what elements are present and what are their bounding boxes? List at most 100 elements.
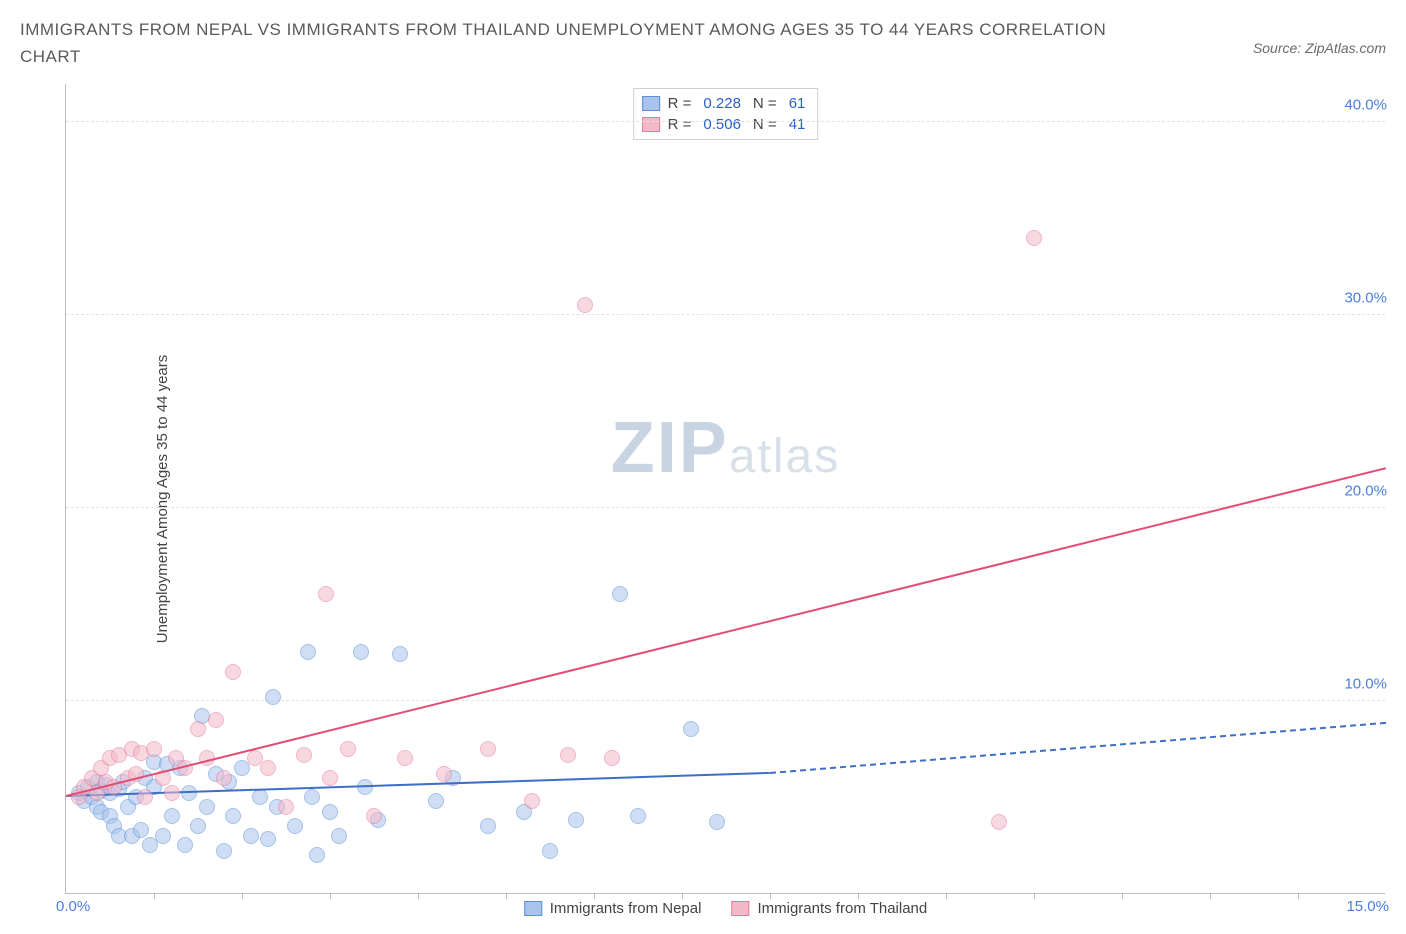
legend-r-value: 0.506: [699, 116, 745, 133]
y-tick-label: 20.0%: [1338, 482, 1387, 499]
y-tick-label: 10.0%: [1338, 675, 1387, 692]
gridline: [66, 700, 1385, 701]
source-attribution: Source: ZipAtlas.com: [1253, 16, 1386, 56]
legend-r-value: 0.228: [699, 95, 745, 112]
data-point-nepal: [287, 818, 303, 834]
legend-item-thailand: Immigrants from Thailand: [731, 900, 927, 917]
legend-series: Immigrants from Nepal Immigrants from Tha…: [524, 900, 928, 917]
data-point-nepal: [199, 799, 215, 815]
data-point-thailand: [260, 760, 276, 776]
legend-swatch: [731, 901, 749, 916]
data-point-thailand: [366, 808, 382, 824]
data-point-thailand: [164, 785, 180, 801]
legend-n-value: 61: [785, 95, 810, 112]
data-point-nepal: [190, 818, 206, 834]
data-point-thailand: [524, 793, 540, 809]
data-point-thailand: [146, 741, 162, 757]
legend-item-nepal: Immigrants from Nepal: [524, 900, 702, 917]
legend-correlation: R =0.228N =61R =0.506N =41: [633, 88, 819, 140]
data-point-thailand: [318, 586, 334, 602]
data-point-thailand: [278, 799, 294, 815]
data-point-nepal: [260, 831, 276, 847]
data-point-thailand: [137, 789, 153, 805]
gridline: [66, 121, 1385, 122]
x-tick: [946, 893, 947, 899]
x-tick: [682, 893, 683, 899]
gridline: [66, 314, 1385, 315]
x-tick: [1210, 893, 1211, 899]
data-point-thailand: [577, 297, 593, 313]
x-max-label: 15.0%: [1346, 898, 1389, 915]
data-point-thailand: [1026, 230, 1042, 246]
data-point-nepal: [164, 808, 180, 824]
plot-area: ZIPatlas R =0.228N =61R =0.506N =41 0.0%…: [65, 84, 1385, 894]
data-point-thailand: [560, 747, 576, 763]
x-tick: [1122, 893, 1123, 899]
data-point-nepal: [353, 644, 369, 660]
legend-swatch: [524, 901, 542, 916]
data-point-nepal: [133, 822, 149, 838]
x-tick: [594, 893, 595, 899]
x-tick: [506, 893, 507, 899]
x-tick: [770, 893, 771, 899]
data-point-nepal: [683, 721, 699, 737]
data-point-nepal: [480, 818, 496, 834]
legend-r-label: R =: [668, 116, 692, 133]
data-point-thailand: [190, 721, 206, 737]
legend-series-name: Immigrants from Thailand: [757, 900, 927, 917]
data-point-thailand: [480, 741, 496, 757]
y-tick-label: 30.0%: [1338, 289, 1387, 306]
legend-swatch: [642, 117, 660, 132]
x-tick: [242, 893, 243, 899]
data-point-thailand: [340, 741, 356, 757]
data-point-thailand: [225, 664, 241, 680]
x-origin-label: 0.0%: [56, 898, 90, 915]
data-point-nepal: [428, 793, 444, 809]
x-tick: [418, 893, 419, 899]
data-point-nepal: [568, 812, 584, 828]
data-point-nepal: [243, 828, 259, 844]
legend-r-label: R =: [668, 95, 692, 112]
legend-swatch: [642, 96, 660, 111]
data-point-thailand: [322, 770, 338, 786]
scatter-chart: Unemployment Among Ages 35 to 44 years Z…: [10, 74, 1396, 924]
x-tick: [154, 893, 155, 899]
trend-line-nepal: [770, 722, 1386, 774]
data-point-nepal: [542, 843, 558, 859]
data-point-thailand: [208, 712, 224, 728]
legend-n-label: N =: [753, 95, 777, 112]
data-point-nepal: [225, 808, 241, 824]
data-point-nepal: [300, 644, 316, 660]
trend-line-thailand: [66, 467, 1386, 797]
data-point-nepal: [612, 586, 628, 602]
data-point-nepal: [252, 789, 268, 805]
data-point-nepal: [630, 808, 646, 824]
data-point-nepal: [155, 828, 171, 844]
data-point-thailand: [296, 747, 312, 763]
data-point-thailand: [397, 750, 413, 766]
data-point-nepal: [392, 646, 408, 662]
gridline: [66, 507, 1385, 508]
data-point-nepal: [177, 837, 193, 853]
data-point-thailand: [991, 814, 1007, 830]
x-tick: [1034, 893, 1035, 899]
data-point-nepal: [309, 847, 325, 863]
x-tick: [1298, 893, 1299, 899]
data-point-nepal: [322, 804, 338, 820]
legend-row-nepal: R = 0.228 N = 61: [642, 93, 810, 114]
data-point-nepal: [304, 789, 320, 805]
legend-n-label: N =: [753, 116, 777, 133]
data-point-thailand: [604, 750, 620, 766]
data-point-nepal: [265, 689, 281, 705]
legend-series-name: Immigrants from Nepal: [550, 900, 702, 917]
y-tick-label: 40.0%: [1338, 96, 1387, 113]
x-tick: [858, 893, 859, 899]
watermark: ZIPatlas: [611, 407, 840, 489]
data-point-nepal: [331, 828, 347, 844]
legend-row-thailand: R =0.506N =41: [642, 114, 810, 135]
data-point-nepal: [216, 843, 232, 859]
data-point-thailand: [216, 770, 232, 786]
data-point-thailand: [436, 766, 452, 782]
data-point-nepal: [709, 814, 725, 830]
x-tick: [330, 893, 331, 899]
